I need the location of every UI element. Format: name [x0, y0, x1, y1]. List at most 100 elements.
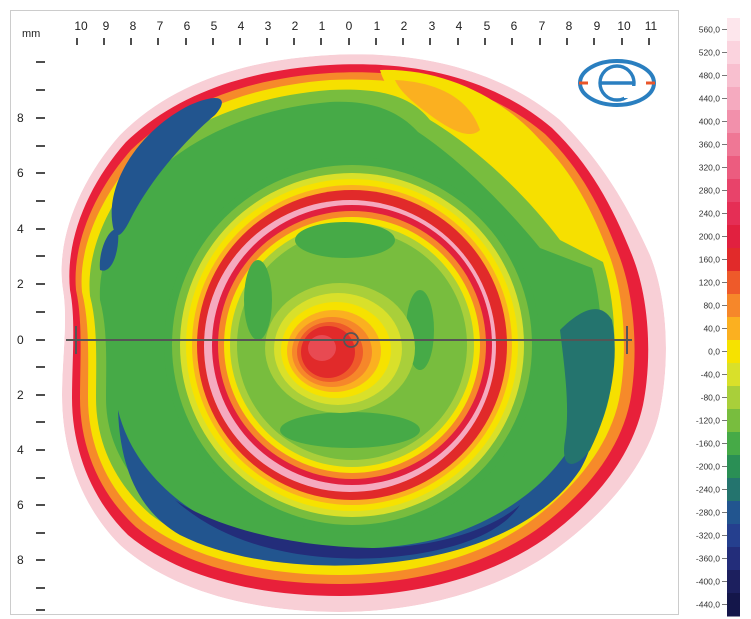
scale-label: -160,0: [696, 439, 720, 449]
color-scale-legend: 560,0 520,0 480,0 440,0 400,0 360,0 320,0 280,0…: [696, 18, 740, 617]
scale-label: 200,0: [699, 232, 721, 242]
inner-green-patch-top: [295, 222, 395, 258]
scale-label: 0,0: [708, 347, 720, 357]
scale-swatch: [727, 248, 740, 272]
contour-map: [61, 54, 666, 612]
scale-label: -80,0: [701, 393, 721, 403]
scale-label: -400,0: [696, 577, 720, 587]
scale-swatch: [727, 317, 740, 341]
scale-swatch: [727, 386, 740, 410]
scale-label: 320,0: [699, 163, 721, 173]
scale-swatch: [727, 18, 740, 42]
x-tick-label: 5: [211, 19, 218, 33]
scale-label: 440,0: [699, 94, 721, 104]
scale-swatch: [727, 363, 740, 387]
center-marker: [343, 332, 359, 348]
x-tick-label: 10: [617, 19, 631, 33]
scale-swatch: [727, 593, 740, 617]
y-tick-label: 6: [17, 166, 24, 180]
x-tick-label: 7: [539, 19, 546, 33]
scale-swatch: [727, 133, 740, 157]
y-tick-label: 8: [17, 553, 24, 567]
scale-swatch: [727, 432, 740, 456]
scale-label: 360,0: [699, 140, 721, 150]
blue-left-zone: [99, 229, 119, 271]
scale-swatch: [727, 225, 740, 249]
scale-label: -280,0: [696, 508, 720, 518]
y-tick-label: 6: [17, 498, 24, 512]
x-tick-label: 4: [456, 19, 463, 33]
x-tick-label: 5: [484, 19, 491, 33]
orange-upper-zone: [395, 80, 480, 135]
x-tick-label: 10: [74, 19, 88, 33]
scale-label: -320,0: [696, 531, 720, 541]
scale-label: -440,0: [696, 600, 720, 610]
scale-swatch: [727, 110, 740, 134]
x-tick-label: 9: [103, 19, 110, 33]
scale-swatch: [727, 570, 740, 594]
dark-blue-lower-zone: [175, 500, 520, 559]
scale-swatch: [727, 478, 740, 502]
x-tick-label: 2: [401, 19, 408, 33]
blue-upper-left-zone: [111, 97, 222, 235]
scale-swatch: [727, 271, 740, 295]
scale-label: 480,0: [699, 71, 721, 81]
scale-swatch: [727, 87, 740, 111]
x-tick-label: 1: [319, 19, 326, 33]
y-tick-label: 0: [17, 333, 24, 347]
scale-label: -120,0: [696, 416, 720, 426]
map-border: [10, 10, 679, 615]
scale-swatch: [727, 501, 740, 525]
scale-swatch: [727, 547, 740, 571]
y-tick-label: 8: [17, 111, 24, 125]
x-tick-label: 9: [594, 19, 601, 33]
y-axis: 8 6 4 2 0 2 4 6 8: [17, 61, 45, 611]
x-tick-label: 3: [429, 19, 436, 33]
x-tick-label: 6: [511, 19, 518, 33]
y-tick-label: 2: [17, 388, 24, 402]
scale-label: 280,0: [699, 186, 721, 196]
y-tick-label: 4: [17, 222, 24, 236]
scale-label: 400,0: [699, 117, 721, 127]
scale-label: -360,0: [696, 554, 720, 564]
x-tick-label: 3: [265, 19, 272, 33]
teal-right-zone: [560, 309, 615, 464]
central-peak-core: [308, 335, 336, 361]
logo-letter-gap: [624, 86, 637, 98]
unit-label: mm: [22, 28, 40, 40]
x-tick-label: 0: [346, 19, 353, 33]
scale-label: 120,0: [699, 278, 721, 288]
y-tick-label: 4: [17, 443, 24, 457]
scale-swatch: [727, 41, 740, 65]
scale-label: -200,0: [696, 462, 720, 472]
scale-label: 560,0: [699, 25, 721, 35]
scale-swatch: [727, 340, 740, 364]
scale-swatch: [727, 64, 740, 88]
x-tick-label: 1: [374, 19, 381, 33]
scale-label: -240,0: [696, 485, 720, 495]
scale-swatch: [727, 524, 740, 548]
scale-swatch: [727, 294, 740, 318]
scale-label: 80,0: [703, 301, 720, 311]
x-axis: 10 9 8 7 6 5 4 3 2 1 0 1 2 3 4 5 6 7 8 9…: [74, 19, 658, 45]
x-tick-label: 4: [238, 19, 245, 33]
scale-label: 40,0: [703, 324, 720, 334]
scale-label: 240,0: [699, 209, 721, 219]
scale-swatch: [727, 455, 740, 479]
scale-swatch: [727, 202, 740, 226]
scale-swatch: [727, 409, 740, 433]
scale-label: 520,0: [699, 48, 721, 58]
x-tick-label: 8: [566, 19, 573, 33]
x-tick-label: 2: [292, 19, 299, 33]
x-tick-label: 6: [184, 19, 191, 33]
x-tick-label: 8: [130, 19, 137, 33]
scale-label: -40,0: [701, 370, 721, 380]
scale-swatch: [727, 156, 740, 180]
inner-green-patch-bottom: [280, 412, 420, 448]
x-tick-label: 11: [645, 19, 658, 33]
x-tick-label: 7: [157, 19, 164, 33]
scale-swatch: [727, 179, 740, 203]
inner-green-patch-left: [244, 260, 272, 340]
